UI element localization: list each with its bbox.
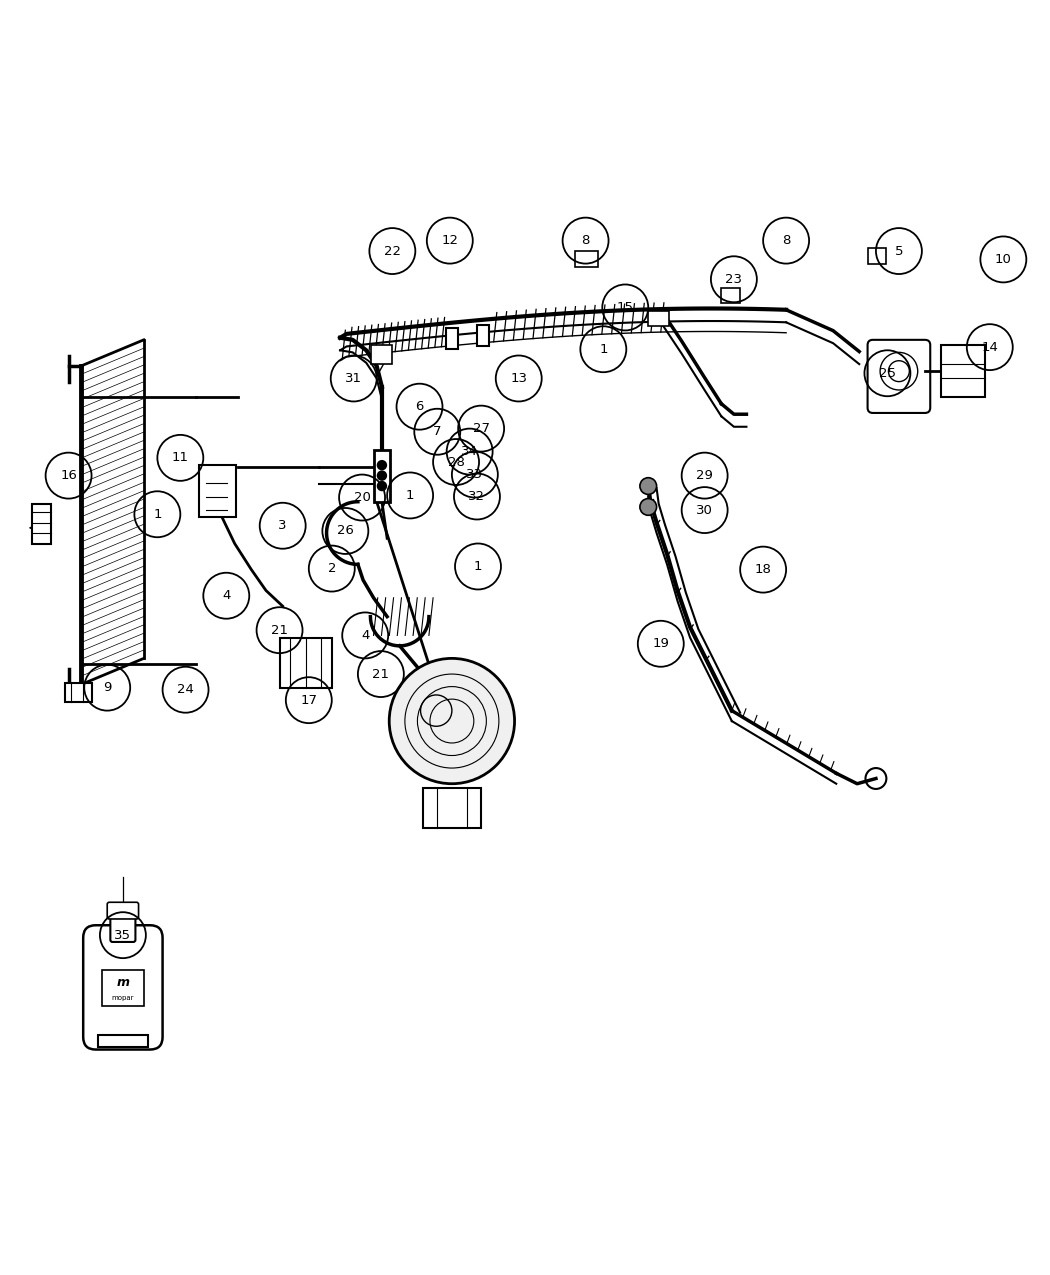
Text: 21: 21 (271, 623, 288, 636)
FancyBboxPatch shape (83, 926, 163, 1049)
Text: 10: 10 (995, 252, 1012, 266)
Bar (445, 328, 458, 349)
Text: 24: 24 (177, 683, 194, 696)
Circle shape (639, 478, 656, 495)
Bar (867, 247, 886, 264)
FancyBboxPatch shape (867, 340, 930, 413)
Circle shape (390, 658, 514, 784)
Bar (102, 969, 144, 1006)
Bar (279, 638, 332, 687)
Text: 15: 15 (616, 301, 634, 314)
FancyBboxPatch shape (110, 912, 135, 942)
Bar (98, 1035, 148, 1048)
Text: 13: 13 (510, 372, 527, 385)
Text: 17: 17 (300, 694, 317, 706)
Text: 23: 23 (726, 273, 742, 286)
Text: 1: 1 (153, 507, 162, 520)
Text: 27: 27 (472, 422, 489, 435)
Circle shape (377, 470, 387, 481)
Text: 28: 28 (447, 455, 464, 468)
Text: 1: 1 (600, 343, 608, 356)
Text: 22: 22 (384, 245, 401, 258)
Text: 6: 6 (416, 400, 424, 413)
Text: 5: 5 (895, 245, 903, 258)
Bar (372, 346, 393, 363)
Text: 26: 26 (337, 524, 354, 538)
Text: 31: 31 (345, 372, 362, 385)
Bar (200, 465, 235, 518)
Text: m: m (117, 975, 129, 988)
Text: 19: 19 (652, 638, 669, 650)
Text: 9: 9 (103, 681, 111, 694)
Text: 16: 16 (60, 469, 77, 482)
Text: 3: 3 (278, 519, 287, 532)
Text: 7: 7 (433, 426, 441, 439)
Text: 1: 1 (474, 560, 482, 572)
Text: 20: 20 (354, 491, 371, 504)
Text: 29: 29 (696, 469, 713, 482)
Text: 32: 32 (468, 490, 485, 504)
Bar (32, 504, 50, 543)
Text: 4: 4 (223, 589, 231, 602)
Bar (721, 288, 740, 303)
Bar (941, 346, 985, 398)
Bar (423, 788, 481, 827)
Text: 12: 12 (441, 235, 458, 247)
Bar (477, 325, 489, 346)
Text: 2: 2 (328, 562, 336, 575)
Text: 14: 14 (982, 340, 999, 353)
Text: 18: 18 (755, 564, 772, 576)
Text: 34: 34 (461, 445, 478, 458)
Bar (648, 311, 669, 326)
Text: 8: 8 (782, 235, 791, 247)
FancyBboxPatch shape (107, 903, 139, 919)
Bar (374, 450, 391, 502)
Bar (575, 251, 598, 266)
Text: 33: 33 (466, 468, 483, 481)
Text: 30: 30 (696, 504, 713, 516)
Text: mopar: mopar (111, 994, 134, 1001)
Circle shape (639, 499, 656, 515)
Text: 25: 25 (879, 367, 896, 380)
Text: 1: 1 (406, 488, 415, 502)
Text: 35: 35 (114, 928, 131, 942)
Circle shape (377, 481, 387, 491)
Bar (65, 683, 91, 703)
Text: 4: 4 (361, 629, 370, 641)
Text: 8: 8 (582, 235, 590, 247)
Text: 11: 11 (172, 451, 189, 464)
Circle shape (377, 460, 387, 470)
Text: 21: 21 (373, 668, 390, 681)
